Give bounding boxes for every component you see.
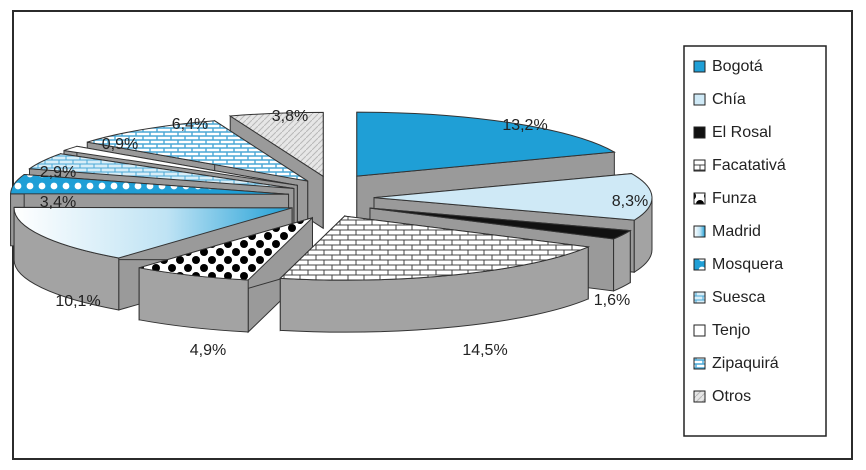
legend-swatch	[694, 193, 705, 204]
legend-label: Facatativá	[712, 157, 786, 174]
pct-label: 13,2%	[502, 117, 547, 134]
legend-swatch	[694, 94, 705, 105]
pct-label: 14,5%	[462, 342, 507, 359]
pct-label: 6,4%	[172, 116, 208, 133]
pct-label: 1,6%	[594, 292, 630, 309]
legend-label: Otros	[712, 388, 751, 405]
legend-swatch	[694, 127, 705, 138]
legend-swatch	[694, 160, 705, 171]
pct-label: 10,1%	[55, 293, 100, 310]
legend-swatch	[694, 292, 705, 303]
legend-swatch	[694, 325, 705, 336]
legend-label: Tenjo	[712, 322, 750, 339]
legend-swatch	[694, 226, 705, 237]
pct-label: 0,9%	[102, 136, 138, 153]
legend: Bogotá Chía El Rosal Facatativá Funza Madrid M…	[684, 46, 826, 436]
legend-label: Suesca	[712, 289, 765, 306]
legend-label: Zipaquirá	[712, 355, 779, 372]
legend-swatch	[694, 259, 705, 270]
legend-swatch	[694, 391, 705, 402]
legend-label: Mosquera	[712, 256, 783, 273]
legend-swatch	[694, 358, 705, 369]
pct-label: 8,3%	[612, 193, 648, 210]
legend-label: Chía	[712, 91, 746, 108]
legend-label: El Rosal	[712, 124, 772, 141]
legend-label: Funza	[712, 190, 757, 207]
pct-label: 3,8%	[272, 108, 308, 125]
legend-label: Bogotá	[712, 58, 763, 75]
pct-label: 3,4%	[40, 194, 76, 211]
pct-label: 2,9%	[40, 164, 76, 181]
pct-label: 4,9%	[190, 342, 226, 359]
legend-swatch	[694, 61, 705, 72]
legend-label: Madrid	[712, 223, 761, 240]
